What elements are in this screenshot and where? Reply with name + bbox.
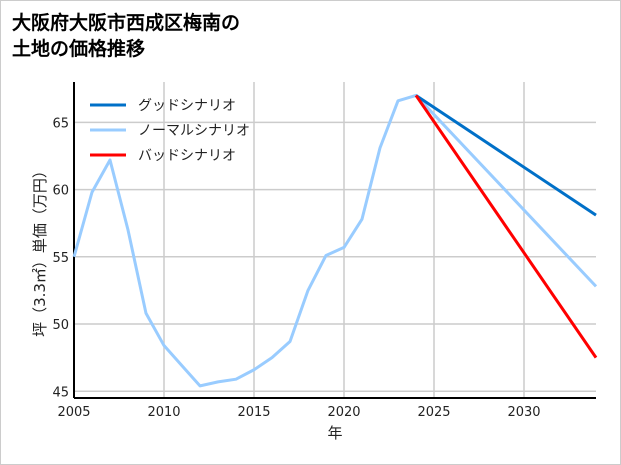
series-line-0: [415, 94, 597, 217]
chart-title-line-2: 土地の価格推移: [12, 38, 146, 60]
x-tick-label: 2025: [417, 405, 450, 420]
x-tick-label: 2005: [57, 405, 90, 420]
y-tick-label: 65: [52, 116, 69, 131]
chart-title: 大阪府大阪市西成区梅南の 土地の価格推移: [12, 10, 240, 62]
legend-label: ノーマルシナリオ: [138, 123, 250, 139]
legend-label: バッドシナリオ: [138, 148, 236, 164]
legend-label: グッドシナリオ: [138, 98, 236, 114]
y-tick-label: 55: [52, 251, 69, 266]
series-line-2: [414, 94, 598, 359]
y-tick-label: 50: [52, 318, 69, 333]
y-tick-label: 60: [52, 184, 69, 199]
x-tick-label: 2010: [147, 405, 180, 420]
x-tick-label: 2030: [507, 405, 540, 420]
series-line-1: [72, 93, 598, 388]
x-tick-label: 2020: [327, 405, 360, 420]
chart-title-line-1: 大阪府大阪市西成区梅南の: [12, 12, 241, 34]
x-tick-label: 2015: [237, 405, 270, 420]
x-axis-label: 年: [327, 424, 342, 442]
y-axis-label: 坪（3.3㎡）単価（万円）: [31, 163, 49, 337]
y-tick-label: 45: [52, 385, 69, 400]
